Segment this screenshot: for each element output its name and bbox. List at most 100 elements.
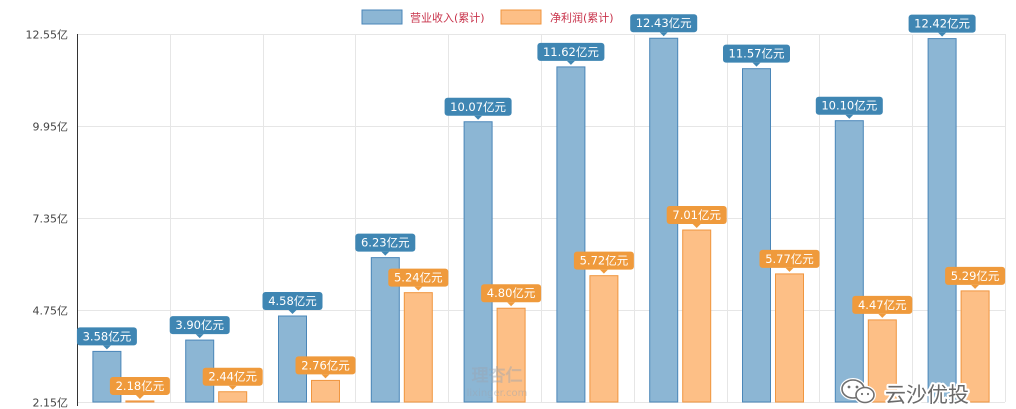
- data-label-pointer: [228, 385, 237, 390]
- data-label-background: [481, 284, 542, 303]
- data-label-text: 10.10亿元: [821, 99, 877, 113]
- data-label-text: 12.43亿元: [636, 16, 692, 30]
- profit-bar[interactable]: [403, 292, 433, 403]
- data-label-pointer: [102, 345, 111, 350]
- profit-bar[interactable]: [682, 229, 712, 403]
- data-label-text: 12.42亿元: [914, 17, 970, 31]
- revenue-data-label: 3.90亿元: [169, 316, 230, 339]
- data-label-pointer: [692, 224, 701, 229]
- revenue-data-label: 12.42亿元: [908, 14, 976, 37]
- profit-bar[interactable]: [960, 290, 990, 403]
- revenue-data-label: 11.57亿元: [723, 44, 790, 67]
- data-label-background: [76, 327, 137, 346]
- wechat-icon: [840, 378, 876, 405]
- data-label-text: 5.72亿元: [580, 254, 629, 268]
- y-tick-label: 12.55亿: [26, 29, 69, 42]
- profit-data-label: 5.29亿元: [945, 266, 1006, 289]
- profit-bar[interactable]: [867, 319, 897, 403]
- data-label-text: 2.76亿元: [301, 358, 350, 372]
- data-label-text: 5.29亿元: [951, 269, 1000, 283]
- data-label-background: [815, 96, 883, 115]
- profit-bar[interactable]: [218, 391, 248, 403]
- revenue-data-label: 11.62亿元: [537, 42, 605, 65]
- data-label-pointer: [878, 313, 887, 318]
- profit-data-label: 2.76亿元: [295, 356, 356, 379]
- revenue-bar[interactable]: [556, 66, 586, 403]
- data-label-pointer: [321, 374, 330, 379]
- profit-bar[interactable]: [496, 307, 526, 403]
- y-tick-label: 9.95亿: [33, 121, 69, 134]
- revenue-data-label: 6.23亿元: [355, 233, 416, 256]
- grid-layer: [77, 34, 1006, 403]
- data-label-pointer: [785, 267, 794, 272]
- data-label-text: 2.18亿元: [116, 379, 165, 393]
- data-label-background: [666, 206, 727, 225]
- data-label-background: [945, 266, 1006, 285]
- data-label-text: 4.80亿元: [487, 286, 536, 300]
- data-label-background: [202, 367, 263, 386]
- revenue-data-label: 12.43亿元: [630, 14, 698, 37]
- profit-bar[interactable]: [775, 273, 804, 403]
- data-label-text: 4.58亿元: [268, 294, 317, 308]
- revenue-bar[interactable]: [742, 68, 771, 403]
- y-tick-label: 4.75亿: [33, 305, 69, 318]
- y-tick-label: 2.15亿: [33, 397, 69, 409]
- chart-legend[interactable]: 营业收入(累计) 净利润(累计): [361, 9, 614, 25]
- profit-bar[interactable]: [311, 379, 340, 403]
- legend-swatch-profit[interactable]: [500, 9, 542, 25]
- revenue-data-label: 3.58亿元: [76, 327, 137, 350]
- watermark-site-logo: 理杏仁: [472, 365, 523, 386]
- data-label-pointer: [135, 394, 144, 399]
- data-label-background: [723, 44, 790, 63]
- data-label-background: [908, 14, 976, 33]
- legend-swatch-revenue[interactable]: [361, 9, 403, 25]
- data-label-text: 5.24亿元: [394, 271, 443, 285]
- lixinger-watermark: 理杏仁 lixinger.com: [467, 365, 528, 399]
- data-label-background: [355, 233, 416, 252]
- data-label-text: 5.77亿元: [765, 252, 814, 266]
- data-label-pointer: [566, 60, 575, 65]
- data-label-background: [262, 292, 323, 311]
- profit-data-label: 4.47亿元: [852, 295, 913, 318]
- data-label-text: 11.62亿元: [543, 45, 599, 59]
- data-label-background: [630, 14, 698, 33]
- data-label-pointer: [507, 302, 516, 307]
- watermark-wechat-name-fill: 云沙优投: [885, 383, 969, 407]
- profit-data-label: 4.80亿元: [481, 284, 542, 307]
- profit-bar[interactable]: [125, 400, 155, 403]
- profit-bar[interactable]: [589, 275, 619, 403]
- data-label-pointer: [971, 284, 980, 289]
- data-label-pointer: [474, 115, 483, 120]
- data-label-text: 2.44亿元: [208, 370, 257, 384]
- data-label-pointer: [288, 310, 297, 315]
- profit-data-label: 2.18亿元: [109, 376, 170, 399]
- data-label-background: [852, 295, 913, 314]
- data-label-background: [388, 268, 449, 287]
- data-label-pointer: [752, 62, 761, 67]
- data-label-pointer: [195, 334, 204, 339]
- revenue-bar[interactable]: [834, 120, 864, 403]
- data-label-background: [573, 251, 634, 270]
- revenue-bar[interactable]: [927, 38, 957, 403]
- data-label-pointer: [845, 114, 854, 119]
- data-label-text: 3.58亿元: [83, 329, 132, 343]
- legend-label-revenue[interactable]: 营业收入(累计): [410, 11, 485, 25]
- data-label-text: 10.07亿元: [450, 100, 506, 114]
- data-label-pointer: [599, 269, 608, 274]
- watermark-wechat-name: 云沙优投: [885, 383, 969, 407]
- legend-label-profit[interactable]: 净利润(累计): [550, 11, 614, 25]
- data-label-background: [537, 42, 605, 61]
- wechat-watermark: 云沙优投 云沙优投: [840, 378, 971, 409]
- bars-layer: [92, 37, 990, 403]
- data-label-background: [169, 316, 230, 335]
- profit-data-label: 5.24亿元: [388, 268, 449, 291]
- data-label-pointer: [381, 251, 390, 256]
- revenue-data-label: 10.10亿元: [815, 96, 883, 119]
- y-axis: 2.15亿 4.75亿 7.35亿 9.95亿 12.55亿: [26, 29, 78, 409]
- data-label-text: 11.57亿元: [729, 47, 785, 61]
- data-label-text: 7.01亿元: [672, 208, 721, 222]
- y-tick-label: 7.35亿: [33, 213, 69, 226]
- revenue-bar[interactable]: [463, 121, 493, 403]
- profit-data-label: 2.44亿元: [202, 367, 263, 390]
